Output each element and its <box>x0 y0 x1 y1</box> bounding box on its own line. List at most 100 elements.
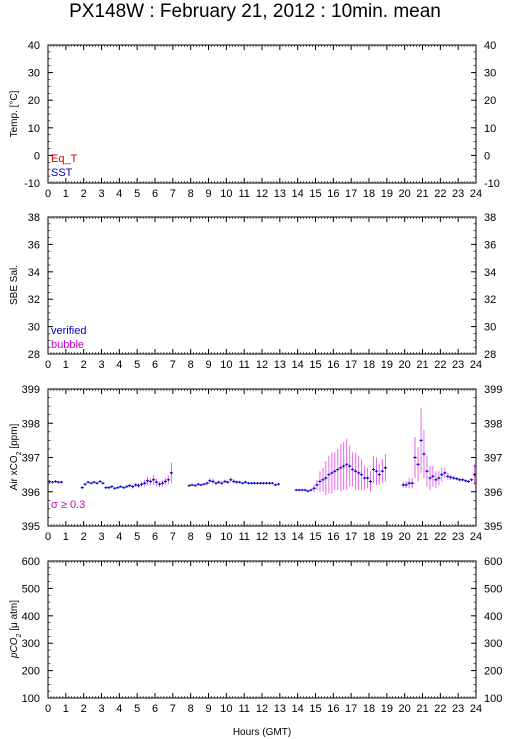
salinity-frame <box>47 216 477 355</box>
y-tick-label-left: 396 <box>22 487 40 499</box>
x-tick-label: 19 <box>381 703 393 715</box>
air-xco2-frame <box>47 388 477 527</box>
y-tick-label-right: 0 <box>484 150 490 162</box>
y-tick-label-left: 395 <box>22 521 40 533</box>
x-tick-label: 7 <box>170 531 176 543</box>
x-tick-label: 8 <box>188 188 194 200</box>
y-tick-label-right: 10 <box>484 123 496 135</box>
x-tick-label: 9 <box>205 188 211 200</box>
x-tick-label: 21 <box>416 188 428 200</box>
x-tick-label: 5 <box>134 703 140 715</box>
x-tick-label: 2 <box>81 188 87 200</box>
sigma-annotation: σ ≥ 0.3 <box>51 499 85 511</box>
y-tick-label-left: 400 <box>22 611 40 623</box>
x-tick-label: 2 <box>81 359 87 371</box>
x-tick-label: 0 <box>45 359 51 371</box>
x-tick-label: 16 <box>327 531 339 543</box>
x-tick-label: 4 <box>116 531 122 543</box>
x-tick-label: 7 <box>170 188 176 200</box>
x-tick-label: 4 <box>116 359 122 371</box>
y-tick-label-right: 34 <box>484 267 496 279</box>
x-tick-label: 17 <box>345 188 357 200</box>
x-tick-label: 18 <box>363 703 375 715</box>
x-tick-label: 7 <box>170 359 176 371</box>
x-tick-label: 15 <box>309 188 321 200</box>
x-tick-label: 24 <box>470 359 482 371</box>
x-tick-label: 3 <box>98 188 104 200</box>
y-tick-label-right: 28 <box>484 349 496 361</box>
x-tick-label: 10 <box>220 531 232 543</box>
x-tick-label: 16 <box>327 703 339 715</box>
y-tick-label-left: -10 <box>24 178 40 190</box>
x-tick-label: 16 <box>327 188 339 200</box>
x-tick-label: 17 <box>345 359 357 371</box>
temperature-ylabel: Temp. [°C] <box>9 90 20 137</box>
x-tick-label: 22 <box>434 531 446 543</box>
air-xco2-series <box>47 407 477 496</box>
x-tick-label: 1 <box>63 188 69 200</box>
x-tick-label: 0 <box>45 703 51 715</box>
x-tick-label: 24 <box>470 531 482 543</box>
y-tick-label-right: 38 <box>484 212 496 224</box>
x-tick-label: 15 <box>309 359 321 371</box>
y-tick-label-left: 38 <box>28 212 40 224</box>
x-tick-label: 23 <box>452 531 464 543</box>
x-tick-label: 17 <box>345 531 357 543</box>
y-tick-label-right: 100 <box>484 693 502 705</box>
x-tick-label: 10 <box>220 359 232 371</box>
x-tick-label: 16 <box>327 359 339 371</box>
x-tick-label: 22 <box>434 703 446 715</box>
x-tick-label: 13 <box>274 703 286 715</box>
x-tick-label: 12 <box>256 703 268 715</box>
y-tick-label-left: 10 <box>28 123 40 135</box>
x-tick-label: 5 <box>134 359 140 371</box>
legend-bubble: bubble <box>51 339 84 351</box>
x-tick-label: 13 <box>274 359 286 371</box>
air-xco2-ylabel-main: Air xCO <box>9 455 20 490</box>
x-tick-label: 12 <box>256 531 268 543</box>
x-tick-label: 1 <box>63 703 69 715</box>
x-tick-label: 19 <box>381 359 393 371</box>
y-tick-label-right: 500 <box>484 583 502 595</box>
y-tick-label-left: 30 <box>28 68 40 80</box>
y-tick-label-left: 20 <box>28 95 40 107</box>
y-tick-label-left: 30 <box>28 322 40 334</box>
x-tick-label: 3 <box>98 359 104 371</box>
y-tick-label-right: 20 <box>484 95 496 107</box>
x-tick-label: 1 <box>63 359 69 371</box>
x-tick-label: 20 <box>399 531 411 543</box>
y-tick-label-right: 399 <box>484 384 502 396</box>
x-tick-label: 14 <box>292 188 304 200</box>
x-tick-label: 15 <box>309 703 321 715</box>
x-tick-label: 0 <box>45 531 51 543</box>
air-xco2-ylabel: Air xCO2 [ppm] <box>9 423 23 490</box>
y-tick-label-right: 397 <box>484 453 502 465</box>
y-tick-label-right: 400 <box>484 611 502 623</box>
y-tick-label-left: 397 <box>22 453 40 465</box>
x-tick-label: 6 <box>152 188 158 200</box>
y-tick-label-right: 300 <box>484 638 502 650</box>
x-tick-label: 5 <box>134 188 140 200</box>
y-tick-label-left: 398 <box>22 418 40 430</box>
pco2-panel: pCO2 [μ atm] 0 1 2 3 4 5 6 7 8 9 10 11 12 13 14 15 16 17 1… <box>9 556 502 715</box>
y-tick-label-right: 36 <box>484 239 496 251</box>
x-tick-label: 0 <box>45 188 51 200</box>
y-tick-label-left: 36 <box>28 239 40 251</box>
x-tick-label: 3 <box>98 703 104 715</box>
x-tick-label: 14 <box>292 531 304 543</box>
x-tick-label: 2 <box>81 531 87 543</box>
y-tick-label-right: -10 <box>484 178 500 190</box>
x-tick-label: 23 <box>452 703 464 715</box>
x-tick-label: 22 <box>434 359 446 371</box>
pco2-ylabel-unit: [μ atm] <box>9 600 20 634</box>
x-tick-label: 15 <box>309 531 321 543</box>
x-tick-label: 14 <box>292 703 304 715</box>
x-tick-label: 8 <box>188 531 194 543</box>
pco2-frame <box>47 560 477 699</box>
legend-eq-t: Eq_T <box>51 153 78 165</box>
y-tick-label-left: 32 <box>28 294 40 306</box>
salinity-panel: verified bubble SBE Sal. 0 1 2 3 4 5 6 7 8 9 10 11 1… <box>9 212 496 371</box>
x-tick-label: 13 <box>274 531 286 543</box>
air-xco2-ylabel-unit: [ppm] <box>9 423 20 451</box>
x-tick-label: 19 <box>381 531 393 543</box>
